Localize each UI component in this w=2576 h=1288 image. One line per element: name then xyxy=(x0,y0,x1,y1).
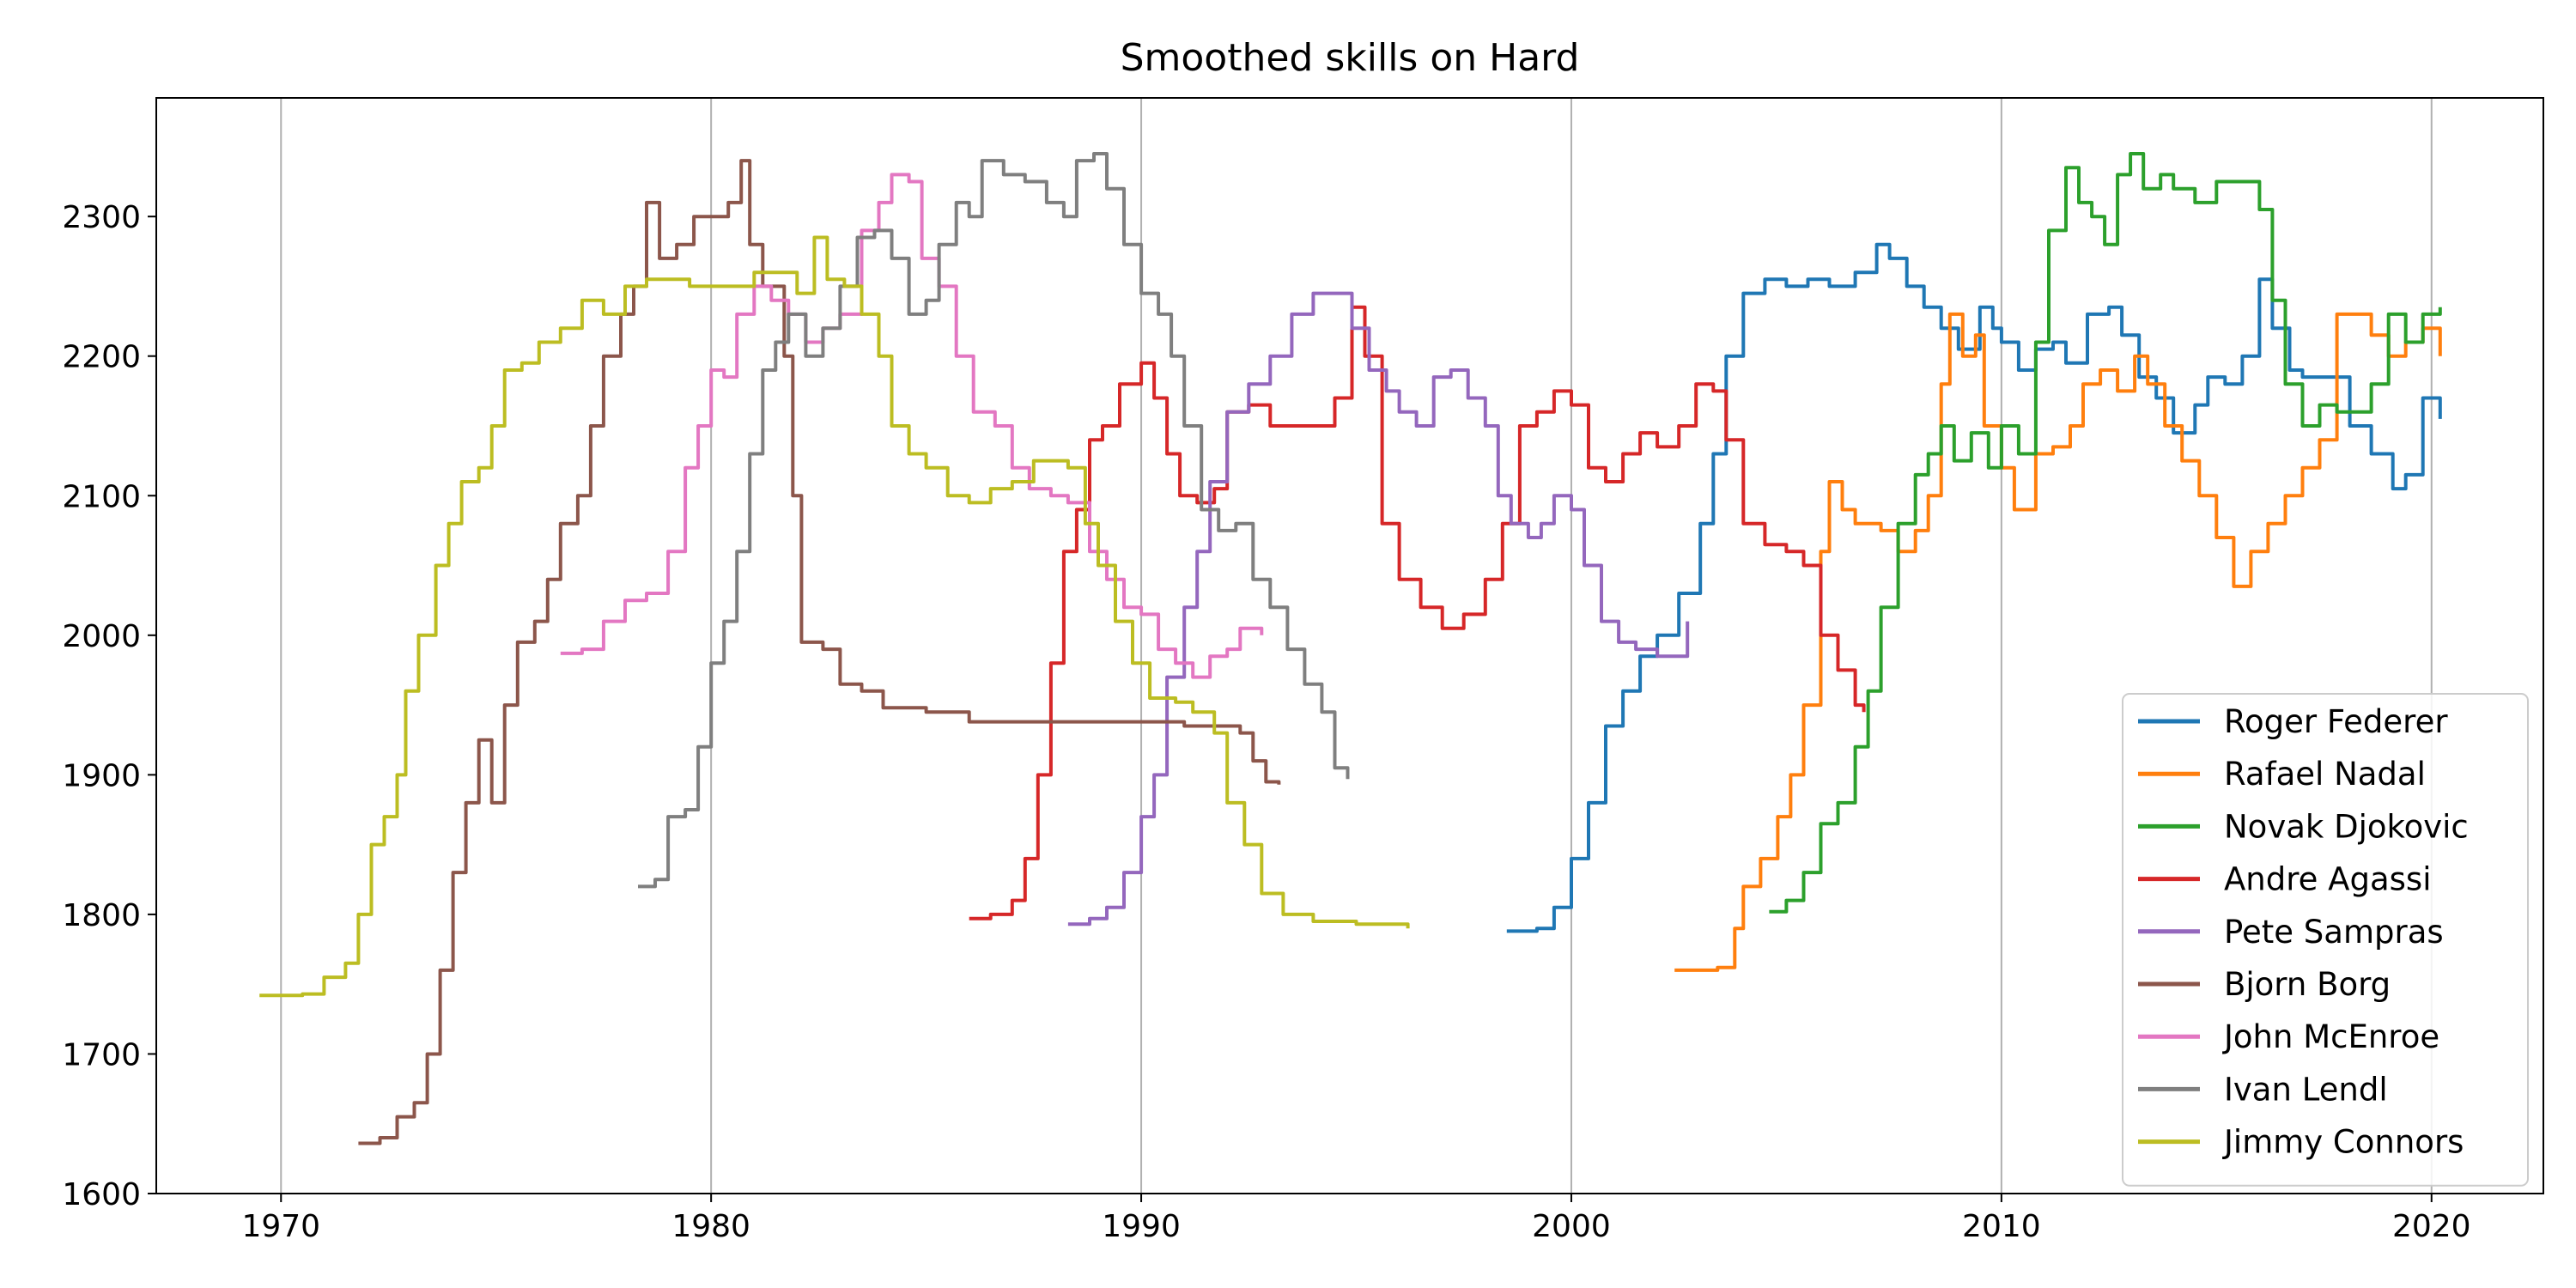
legend-label-jimmy-connors: Jimmy Connors xyxy=(2222,1124,2464,1161)
x-tick-label: 1990 xyxy=(1102,1209,1181,1244)
series-line-andre-agassi xyxy=(969,305,1866,920)
legend-box xyxy=(2122,693,2529,1187)
y-tick-label: 2000 xyxy=(62,619,141,654)
plot-frame xyxy=(155,97,2544,1194)
y-tick-label: 2200 xyxy=(62,340,141,375)
series-line-jimmy-connors xyxy=(259,235,1410,998)
legend-label-novak-djokovic: Novak Djokovic xyxy=(2224,808,2469,845)
series-line-bjorn-borg xyxy=(358,159,1281,1145)
y-tick-label: 2100 xyxy=(62,479,141,514)
legend-label-john-mcenroe: John McEnroe xyxy=(2222,1018,2439,1055)
y-tick-label: 1800 xyxy=(62,898,141,933)
series-line-pete-sampras xyxy=(1067,291,1690,927)
x-tick-label: 2000 xyxy=(1532,1209,1611,1244)
x-tick-label: 2020 xyxy=(2392,1209,2471,1244)
y-tick-label: 1700 xyxy=(62,1037,141,1072)
legend-label-bjorn-borg: Bjorn Borg xyxy=(2224,966,2391,1003)
series-line-ivan-lendl xyxy=(638,152,1350,889)
legend-label-andre-agassi: Andre Agassi xyxy=(2224,861,2431,898)
legend-label-pete-sampras: Pete Sampras xyxy=(2224,914,2444,951)
x-tick-label: 1980 xyxy=(671,1209,750,1244)
axes: 1970 1980 1990 2000 2010 2020 1600 1700 1800 1900… xyxy=(62,200,2470,1244)
legend-label-rafael-nadal: Rafael Nadal xyxy=(2224,756,2426,793)
y-tick-label: 1900 xyxy=(62,758,141,793)
legend-label-roger-federer: Roger Federer xyxy=(2224,703,2448,740)
series-lines xyxy=(259,152,2442,1145)
x-tick-label: 2010 xyxy=(1962,1209,2041,1244)
y-tick-label: 1600 xyxy=(62,1177,141,1212)
chart-title: Smoothed skills on Hard xyxy=(1121,36,1580,80)
series-line-roger-federer xyxy=(1506,242,2442,933)
legend-label-ivan-lendl: Ivan Lendl xyxy=(2224,1071,2388,1108)
series-line-john-mcenroe xyxy=(560,173,1264,679)
series-line-novak-djokovic xyxy=(1769,152,2442,914)
legend: Roger Federer Rafael Nadal Novak Djokovic A… xyxy=(2122,693,2529,1187)
y-tick-label: 2300 xyxy=(62,200,141,235)
x-tick-label: 1970 xyxy=(241,1209,320,1244)
